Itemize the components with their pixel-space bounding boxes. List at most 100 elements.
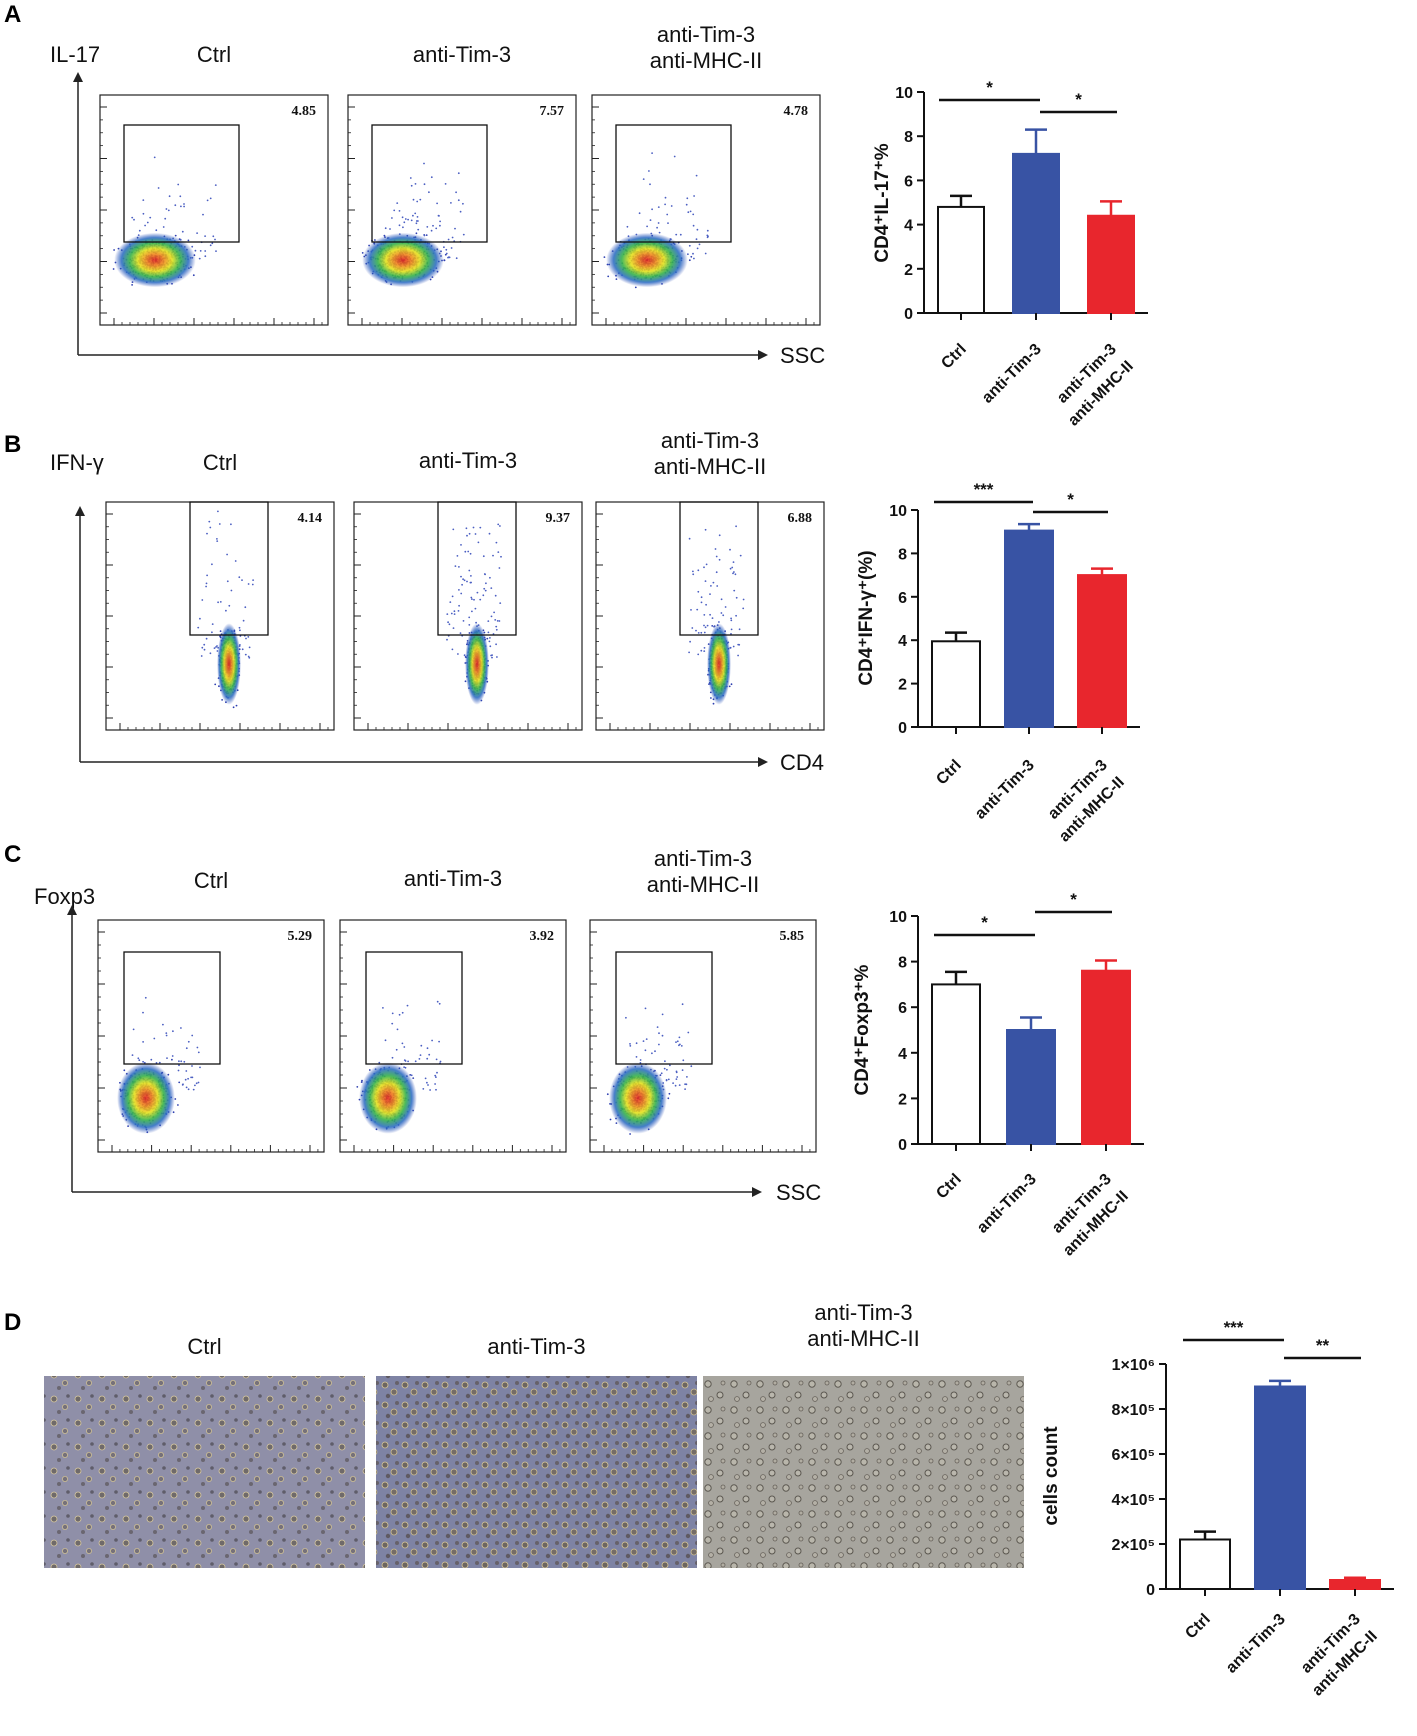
event-dot — [112, 268, 115, 270]
event-dot — [183, 205, 186, 208]
event-dot — [214, 184, 217, 187]
category-label-line: anti-Tim-3 — [972, 757, 1038, 823]
event-dot — [693, 195, 695, 197]
event-dot — [674, 1084, 677, 1087]
event-dot — [684, 1088, 686, 1090]
event-dot — [142, 199, 145, 202]
plot-title: anti-Tim-3 — [413, 42, 511, 67]
event-dot — [700, 631, 703, 634]
event-dot — [444, 253, 447, 256]
event-dot — [695, 238, 698, 241]
event-dot — [664, 196, 667, 199]
y-axis-label: IL-17 — [50, 42, 100, 67]
plot-title: anti-Tim-3 — [419, 448, 517, 473]
event-dot — [483, 573, 486, 575]
event-dot — [681, 1069, 684, 1071]
event-dot — [684, 1083, 686, 1086]
event-dot — [150, 1058, 153, 1061]
event-dot — [679, 233, 682, 236]
event-dot — [657, 222, 660, 224]
event-dot — [656, 1026, 659, 1028]
event-dot — [690, 1065, 693, 1068]
event-dot — [177, 1104, 179, 1106]
event-dot — [709, 613, 711, 616]
event-dot — [695, 629, 697, 632]
event-dot — [412, 1077, 415, 1079]
event-dot — [217, 510, 219, 513]
event-dot — [495, 625, 498, 628]
event-dot — [177, 183, 180, 186]
event-dot — [466, 580, 468, 583]
event-dot — [681, 1003, 684, 1006]
y-tick-label: 8 — [904, 129, 913, 146]
event-dot — [194, 1084, 196, 1087]
event-dot — [205, 585, 208, 588]
event-dot — [211, 563, 213, 566]
event-dot — [497, 551, 500, 553]
event-dot — [216, 540, 219, 542]
event-dot — [485, 582, 487, 585]
event-dot — [378, 1061, 381, 1064]
event-dot — [742, 598, 745, 601]
x-axis-label: CD4 — [780, 750, 824, 775]
event-dot — [685, 203, 688, 206]
event-dot — [448, 623, 451, 626]
event-dot — [131, 284, 134, 286]
panel-b-flow: BIFN-γCD4Ctrl4.14anti-Tim-39.37anti-Tim-… — [4, 428, 825, 775]
event-dot — [191, 1076, 194, 1079]
density-core — [114, 232, 196, 288]
event-dot — [730, 619, 733, 622]
event-dot — [412, 198, 415, 201]
event-dot — [410, 184, 413, 187]
event-dot — [225, 609, 227, 612]
event-dot — [165, 208, 168, 210]
plot-title: anti-Tim-3 — [654, 846, 752, 871]
event-dot — [391, 1012, 394, 1015]
event-dot — [675, 1078, 678, 1080]
event-dot — [469, 581, 472, 584]
event-dot — [420, 1044, 423, 1047]
event-dot — [153, 1037, 156, 1040]
plot-title: anti-MHC-II — [654, 454, 766, 479]
event-dot — [451, 595, 454, 598]
y-tick-label: 10 — [889, 503, 907, 520]
density-core — [609, 1062, 667, 1134]
event-dot — [450, 247, 453, 249]
category-label: Ctrl — [938, 341, 970, 373]
event-dot — [493, 611, 495, 614]
event-dot — [137, 1057, 140, 1060]
event-dot — [251, 583, 254, 586]
event-dot — [401, 216, 404, 219]
event-dot — [398, 1013, 401, 1016]
event-dot — [402, 226, 404, 229]
event-dot — [728, 685, 731, 688]
event-dot — [439, 224, 441, 227]
event-dot — [457, 610, 460, 612]
event-dot — [469, 552, 472, 555]
event-dot — [735, 525, 737, 528]
category-label: Ctrl — [933, 757, 965, 789]
event-dot — [197, 626, 200, 629]
event-dot — [712, 702, 715, 705]
plot-frame — [347, 94, 577, 326]
event-dot — [738, 628, 741, 631]
event-dot — [735, 614, 737, 617]
category-label: anti-Tim-3anti-MHC-II — [1048, 341, 1137, 430]
event-dot — [489, 645, 492, 648]
event-dot — [688, 244, 691, 247]
event-dot — [191, 245, 194, 248]
event-dot — [177, 1069, 180, 1072]
event-dot — [430, 229, 433, 232]
event-dot — [706, 624, 709, 627]
event-dot — [722, 614, 725, 617]
event-dot — [457, 653, 459, 655]
event-dot — [415, 222, 418, 225]
gate-box — [189, 501, 269, 636]
event-dot — [635, 1056, 638, 1058]
event-dot — [435, 227, 438, 230]
event-dot — [197, 1051, 200, 1054]
event-dot — [499, 525, 501, 527]
event-dot — [692, 252, 694, 255]
event-dot — [492, 554, 494, 557]
